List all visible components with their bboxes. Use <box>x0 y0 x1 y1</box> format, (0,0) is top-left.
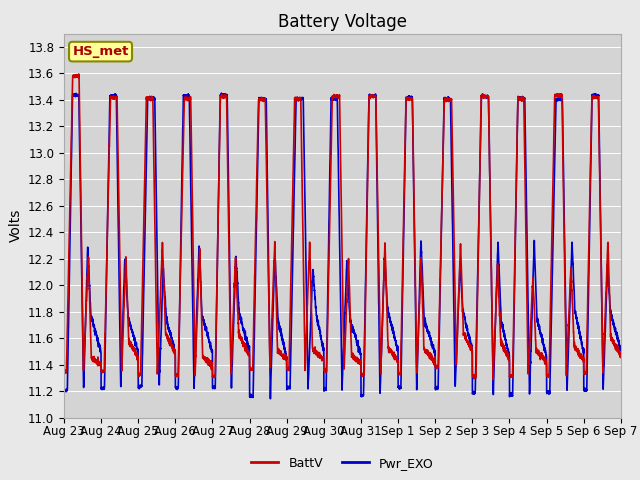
Pwr_EXO <box>160 276 168 282</box>
Line: Pwr_EXO: Pwr_EXO <box>64 93 621 399</box>
Text: HS_met: HS_met <box>72 45 129 58</box>
Pwr_EXO <box>266 396 274 402</box>
Pwr_EXO <box>436 265 444 271</box>
Pwr_EXO <box>322 387 330 393</box>
Pwr_EXO <box>60 386 68 392</box>
Pwr_EXO <box>499 325 507 331</box>
BattV <box>436 264 444 269</box>
Pwr_EXO <box>468 341 476 347</box>
Pwr_EXO <box>617 347 625 352</box>
Line: BattV: BattV <box>64 74 621 379</box>
BattV <box>60 368 68 374</box>
Y-axis label: Volts: Volts <box>8 209 22 242</box>
BattV <box>617 352 625 358</box>
BattV <box>499 346 507 351</box>
BattV <box>322 367 330 372</box>
BattV <box>161 289 168 295</box>
BattV <box>490 376 497 382</box>
Pwr_EXO <box>616 348 624 353</box>
BattV <box>467 347 475 353</box>
Pwr_EXO <box>218 90 225 96</box>
Legend: BattV, Pwr_EXO: BattV, Pwr_EXO <box>246 452 439 475</box>
BattV <box>75 71 83 77</box>
Title: Battery Voltage: Battery Voltage <box>278 12 407 31</box>
BattV <box>616 353 624 359</box>
